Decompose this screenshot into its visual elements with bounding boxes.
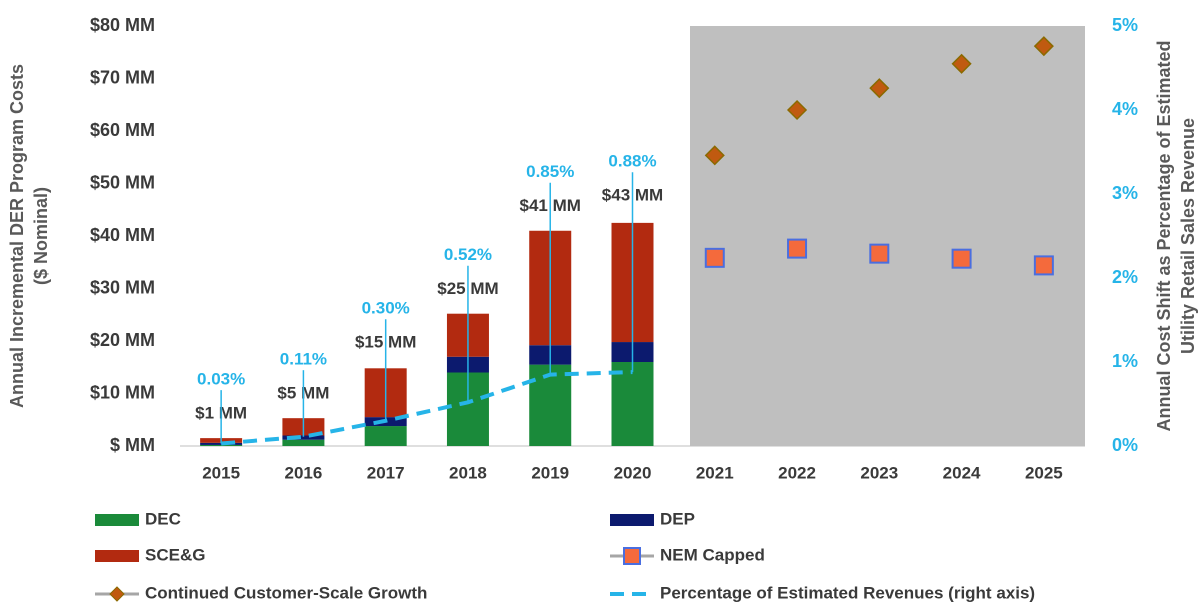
bar-segment (364, 426, 407, 446)
bar-segment (200, 442, 243, 445)
y2-axis-label: Utility Retail Sales Revenue (1178, 118, 1198, 354)
y-tick-label: $10 MM (90, 382, 155, 402)
growth-marker (786, 99, 808, 121)
legend-label: DEC (145, 509, 181, 528)
percent-label: 0.03% (197, 370, 245, 389)
y-tick-label: $ MM (110, 435, 155, 455)
growth-marker (1033, 36, 1054, 57)
growth-marker (704, 145, 725, 166)
y2-axis-label: Annual Cost Shift as Percentage of Estim… (1154, 40, 1174, 431)
percentage-line (220, 370, 633, 446)
x-tick-label: 2025 (1025, 463, 1063, 482)
percent-label: 0.88% (608, 152, 656, 171)
legend-label: DEP (660, 509, 695, 528)
legend-label: NEM Capped (660, 545, 765, 564)
nem-marker (704, 247, 725, 268)
bar-segment (529, 364, 572, 446)
legend-label: SCE&G (145, 545, 205, 564)
y-tick-label: $60 MM (90, 120, 155, 140)
y-tick-label: $80 MM (90, 15, 155, 35)
nem-marker (787, 238, 808, 259)
growth-marker (951, 53, 972, 74)
legend-swatch (610, 514, 654, 526)
y-axis-label: ($ Nominal) (31, 187, 51, 285)
y2-tick-label: 2% (1112, 267, 1138, 287)
x-tick-label: 2017 (367, 463, 405, 482)
x-tick-label: 2018 (449, 463, 487, 482)
x-tick-label: 2024 (943, 463, 981, 482)
x-tick-label: 2023 (860, 463, 898, 482)
y-tick-label: $50 MM (90, 172, 155, 192)
y-tick-label: $20 MM (90, 330, 155, 350)
y-tick-label: $30 MM (90, 277, 155, 297)
y2-tick-label: 5% (1112, 15, 1138, 35)
y-tick-label: $70 MM (90, 67, 155, 87)
legend-swatch (95, 514, 139, 526)
y2-tick-label: 4% (1112, 99, 1138, 119)
x-tick-label: 2015 (202, 463, 240, 482)
y-tick-label: $40 MM (90, 225, 155, 245)
nem-marker (951, 248, 972, 269)
forecast-shade (690, 26, 1085, 446)
x-tick-label: 2019 (531, 463, 569, 482)
legend-marker (109, 586, 125, 602)
y-axis-label: Annual Incremental DER Program Costs (7, 64, 27, 408)
percent-label: 0.85% (526, 162, 574, 181)
percent-label: 0.30% (362, 299, 410, 318)
legend-label: Percentage of Estimated Revenues (right … (660, 583, 1035, 602)
x-tick-label: 2022 (778, 463, 816, 482)
x-tick-label: 2021 (696, 463, 734, 482)
x-tick-label: 2016 (284, 463, 322, 482)
percent-label: 0.52% (444, 245, 492, 264)
percent-label: 0.11% (280, 350, 327, 369)
bar-segment (200, 444, 243, 446)
bar-segment (282, 435, 325, 440)
growth-marker (869, 78, 890, 99)
bar-segment (282, 439, 325, 446)
y2-tick-label: 0% (1112, 435, 1138, 455)
y2-tick-label: 3% (1112, 183, 1138, 203)
x-tick-label: 2020 (614, 463, 652, 482)
legend-swatch (95, 550, 139, 562)
y2-tick-label: 1% (1112, 351, 1138, 371)
legend-marker (623, 547, 641, 565)
legend-label: Continued Customer-Scale Growth (145, 583, 427, 602)
nem-marker (1033, 255, 1054, 276)
bar-segment (611, 362, 654, 446)
nem-marker (869, 243, 890, 264)
